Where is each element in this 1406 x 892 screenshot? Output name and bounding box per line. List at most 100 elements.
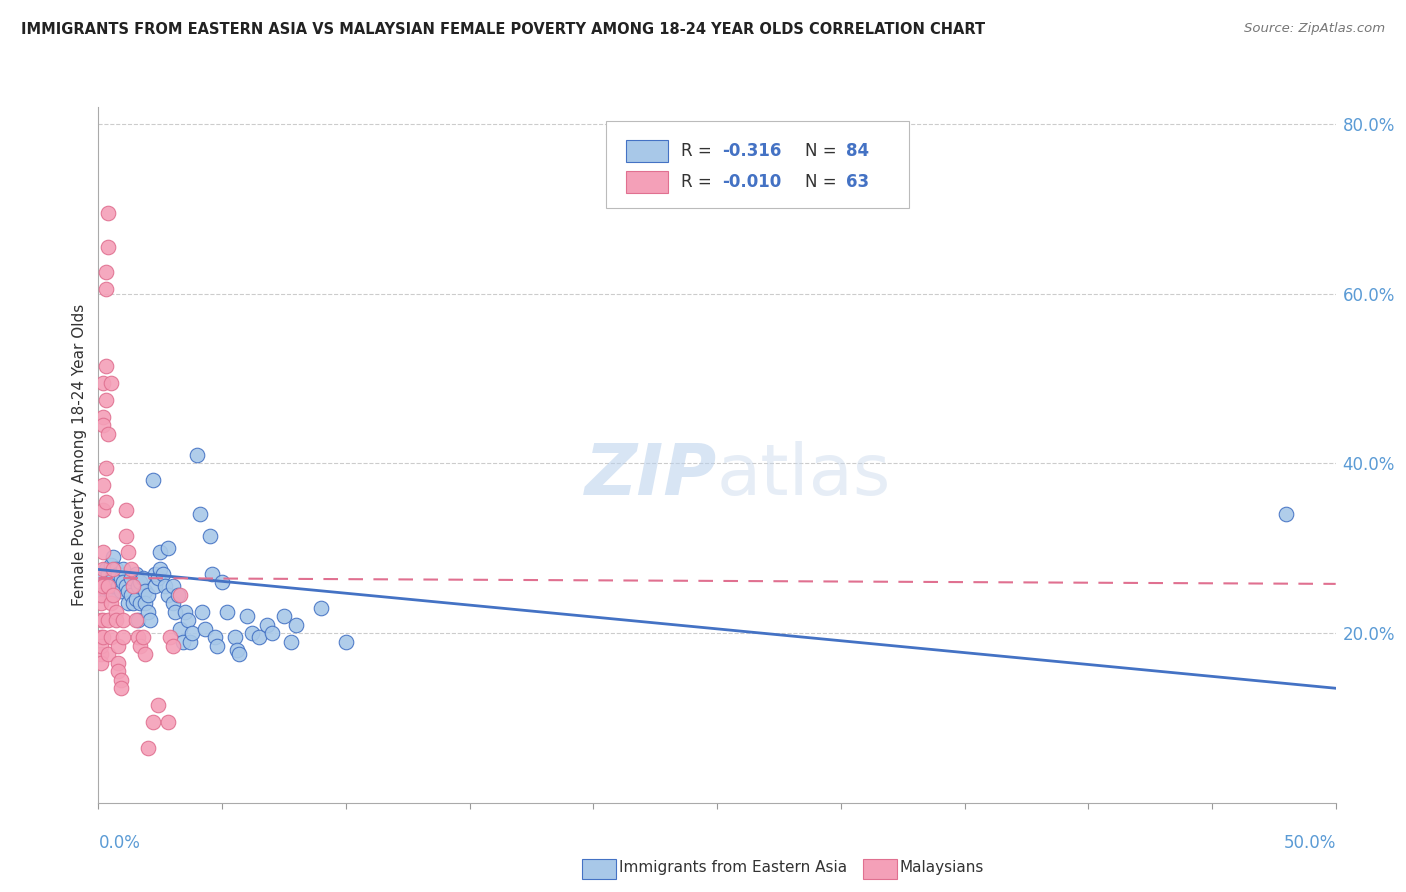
Point: [256, 617, 278, 632]
Point: [100, 376, 122, 390]
Point: [117, 583, 139, 598]
Text: -0.010: -0.010: [723, 173, 782, 191]
Point: [112, 613, 135, 627]
Y-axis label: Female Poverty Among 18-24 Year Olds: Female Poverty Among 18-24 Year Olds: [72, 304, 87, 606]
Point: [156, 715, 179, 730]
Point: [174, 605, 197, 619]
Point: [110, 571, 132, 585]
Point: [132, 631, 155, 645]
Point: [142, 474, 165, 488]
Point: [124, 592, 146, 607]
Point: [90, 631, 112, 645]
Text: ZIP: ZIP: [585, 442, 717, 510]
Point: [97, 579, 120, 593]
Text: N =: N =: [804, 173, 842, 191]
Point: [124, 566, 146, 581]
Point: [179, 634, 201, 648]
Point: [90, 639, 112, 653]
Text: Immigrants from Eastern Asia: Immigrants from Eastern Asia: [619, 861, 846, 875]
Point: [103, 566, 125, 581]
Point: [172, 634, 194, 648]
Point: [122, 596, 145, 610]
Point: [97, 206, 120, 220]
Point: [134, 583, 156, 598]
Point: [191, 605, 214, 619]
Point: [335, 634, 357, 648]
Point: [142, 715, 165, 730]
Point: [93, 545, 115, 559]
Point: [149, 562, 172, 576]
Point: [107, 639, 129, 653]
Point: [132, 571, 155, 585]
Point: [100, 596, 122, 610]
Point: [156, 588, 179, 602]
Text: 50.0%: 50.0%: [1284, 834, 1336, 852]
Text: N =: N =: [804, 142, 842, 160]
Point: [211, 575, 233, 590]
FancyBboxPatch shape: [626, 140, 668, 162]
Point: [103, 588, 125, 602]
Point: [120, 571, 142, 585]
Point: [90, 579, 112, 593]
Point: [228, 648, 250, 662]
Point: [159, 631, 181, 645]
Point: [103, 549, 125, 564]
Point: [247, 631, 270, 645]
Point: [93, 613, 115, 627]
Point: [110, 681, 132, 696]
Point: [112, 575, 135, 590]
Point: [93, 588, 115, 602]
Point: [309, 600, 332, 615]
Text: IMMIGRANTS FROM EASTERN ASIA VS MALAYSIAN FEMALE POVERTY AMONG 18-24 YEAR OLDS C: IMMIGRANTS FROM EASTERN ASIA VS MALAYSIA…: [21, 22, 986, 37]
Point: [285, 617, 308, 632]
Point: [120, 588, 142, 602]
Point: [226, 643, 249, 657]
Point: [1275, 508, 1298, 522]
Point: [90, 596, 112, 610]
Point: [112, 562, 135, 576]
Point: [224, 631, 246, 645]
Point: [100, 558, 122, 573]
Point: [117, 596, 139, 610]
Point: [114, 528, 136, 542]
Point: [201, 566, 224, 581]
FancyBboxPatch shape: [606, 121, 908, 208]
Point: [127, 631, 149, 645]
Point: [93, 409, 115, 424]
Point: [127, 613, 149, 627]
Point: [94, 359, 117, 373]
Point: [129, 596, 152, 610]
Point: [104, 613, 127, 627]
Point: [136, 605, 159, 619]
Point: [156, 541, 179, 556]
Point: [110, 583, 132, 598]
Point: [129, 575, 152, 590]
Text: -0.316: -0.316: [723, 142, 782, 160]
Point: [104, 562, 127, 576]
Point: [93, 503, 115, 517]
Point: [110, 673, 132, 687]
Point: [155, 579, 177, 593]
Point: [94, 392, 117, 407]
Point: [107, 579, 129, 593]
Point: [114, 579, 136, 593]
Point: [134, 648, 156, 662]
Point: [162, 579, 184, 593]
Point: [97, 240, 120, 254]
Point: [194, 622, 217, 636]
Point: [100, 575, 122, 590]
Point: [280, 634, 302, 648]
Point: [93, 376, 115, 390]
Point: [146, 698, 169, 713]
Point: [90, 588, 112, 602]
Point: [94, 562, 117, 576]
Point: [107, 566, 129, 581]
Point: [124, 613, 146, 627]
Point: [93, 631, 115, 645]
Point: [90, 648, 112, 662]
Point: [122, 579, 145, 593]
Point: [127, 579, 149, 593]
Point: [97, 566, 120, 581]
Point: [93, 571, 115, 585]
Point: [181, 626, 204, 640]
